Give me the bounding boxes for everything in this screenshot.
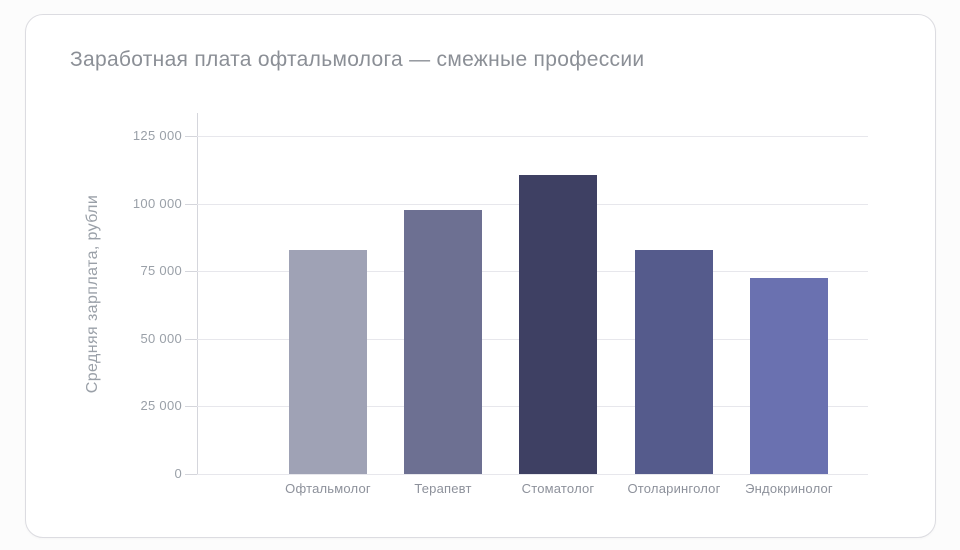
y-tick-mark: [185, 339, 197, 340]
bar: [519, 175, 597, 474]
x-category-label: Стоматолог: [521, 481, 595, 496]
x-category-label: Отоларинголог: [627, 481, 721, 496]
y-tick-mark: [185, 406, 197, 407]
chart-title: Заработная плата офтальмолога — смежные …: [70, 48, 645, 71]
y-tick-label: 100 000: [132, 196, 182, 211]
gridline: [197, 474, 868, 475]
y-tick-label: 0: [174, 466, 182, 481]
y-tick-mark: [185, 271, 197, 272]
y-tick-label: 50 000: [140, 331, 182, 346]
y-tick-mark: [185, 136, 197, 137]
gridline: [197, 136, 868, 137]
bar: [635, 250, 713, 474]
x-category-label: Терапевт: [414, 481, 472, 496]
bar: [404, 210, 482, 474]
y-tick-mark: [185, 204, 197, 205]
y-tick-label: 75 000: [140, 263, 182, 278]
bar: [750, 278, 828, 474]
y-tick-mark: [185, 474, 197, 475]
x-category-label: Эндокринолог: [745, 481, 833, 496]
x-category-label: Офтальмолог: [285, 481, 371, 496]
y-tick-label: 125 000: [132, 128, 182, 143]
y-axis-label: Средняя зарплата, рубли: [84, 194, 101, 394]
y-axis-line: [197, 113, 198, 474]
bar: [289, 250, 367, 474]
y-tick-label: 25 000: [140, 398, 182, 413]
